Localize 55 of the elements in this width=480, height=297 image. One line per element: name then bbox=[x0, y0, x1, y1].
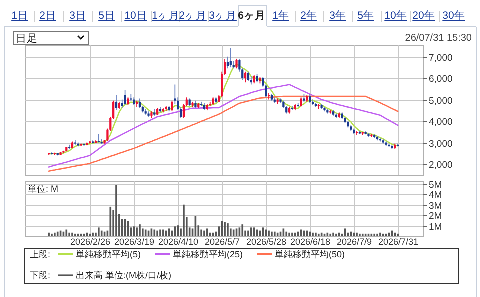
text: 3ヶ月 bbox=[209, 10, 237, 22]
legend-label: 単純移動平均(25) bbox=[173, 250, 244, 260]
candlestick bbox=[230, 48, 232, 68]
x-tick-label: 2026/7/31 bbox=[378, 237, 419, 247]
text: 5年 bbox=[358, 10, 374, 22]
candlestick bbox=[115, 95, 118, 111]
x-tick-label: 2026/7/9 bbox=[336, 237, 372, 247]
x-tick-label: 2026/5/7 bbox=[204, 237, 240, 247]
y-tick-label: 1M bbox=[429, 222, 442, 233]
y-tick-label: 2M bbox=[429, 211, 442, 222]
candlestick bbox=[244, 71, 247, 84]
legend-label: 単純移動平均(5) bbox=[76, 250, 141, 260]
y-tick-label: 5,000 bbox=[429, 96, 453, 107]
y-tick-label: 2,000 bbox=[429, 160, 453, 171]
legend-title: 下段: bbox=[30, 270, 51, 280]
x-tick-label: 2026/2/26 bbox=[70, 237, 111, 247]
text: 26/07/31 15:30 bbox=[405, 33, 472, 44]
candlestick bbox=[124, 90, 126, 106]
y-tick-label: 3M bbox=[429, 201, 442, 212]
candlestick bbox=[171, 100, 174, 112]
y-tick-label: 6,000 bbox=[429, 74, 453, 85]
text: 1年 bbox=[272, 10, 290, 22]
text: 10年 bbox=[384, 10, 408, 22]
x-tick-label: 2026/5/28 bbox=[246, 237, 287, 247]
x-tick-label: 2026/4/10 bbox=[158, 237, 199, 247]
x-tick-label: 2026/3/19 bbox=[114, 237, 155, 247]
text: 2年 bbox=[300, 10, 318, 22]
text: 1日 bbox=[12, 10, 28, 22]
legend-label: 単純移動平均(50) bbox=[275, 250, 346, 260]
text: 30年 bbox=[442, 10, 466, 22]
text: 日足 bbox=[16, 33, 38, 45]
y-axis-title: 単位: M bbox=[28, 184, 58, 194]
y-tick-label: 4M bbox=[429, 190, 442, 201]
candlestick bbox=[247, 71, 250, 82]
y-tick-label: 5M bbox=[429, 180, 442, 191]
text: 2日 bbox=[40, 10, 56, 22]
y-tick-label: 4,000 bbox=[429, 117, 453, 128]
legend-title: 上段: bbox=[30, 250, 51, 260]
legend-label: 出来高 単位:(M株/口/枚) bbox=[76, 270, 172, 280]
y-tick-label: 7,000 bbox=[429, 53, 453, 64]
text: 2ヶ月 bbox=[179, 10, 207, 22]
text: 3年 bbox=[330, 10, 346, 22]
text: 5日 bbox=[98, 10, 116, 22]
candlestick bbox=[300, 97, 302, 108]
line-series bbox=[48, 96, 399, 172]
x-tick-label: 2026/6/18 bbox=[290, 237, 331, 247]
y-tick-label: 3,000 bbox=[429, 139, 453, 150]
text: 6ヶ月 bbox=[238, 10, 266, 22]
text: 20年 bbox=[412, 10, 436, 22]
text: 10日 bbox=[124, 10, 148, 22]
text: 1ヶ月 bbox=[152, 10, 180, 22]
line-series bbox=[48, 84, 399, 168]
candlestick bbox=[138, 98, 142, 109]
candlestick bbox=[236, 58, 238, 70]
text: 3日 bbox=[70, 10, 86, 22]
